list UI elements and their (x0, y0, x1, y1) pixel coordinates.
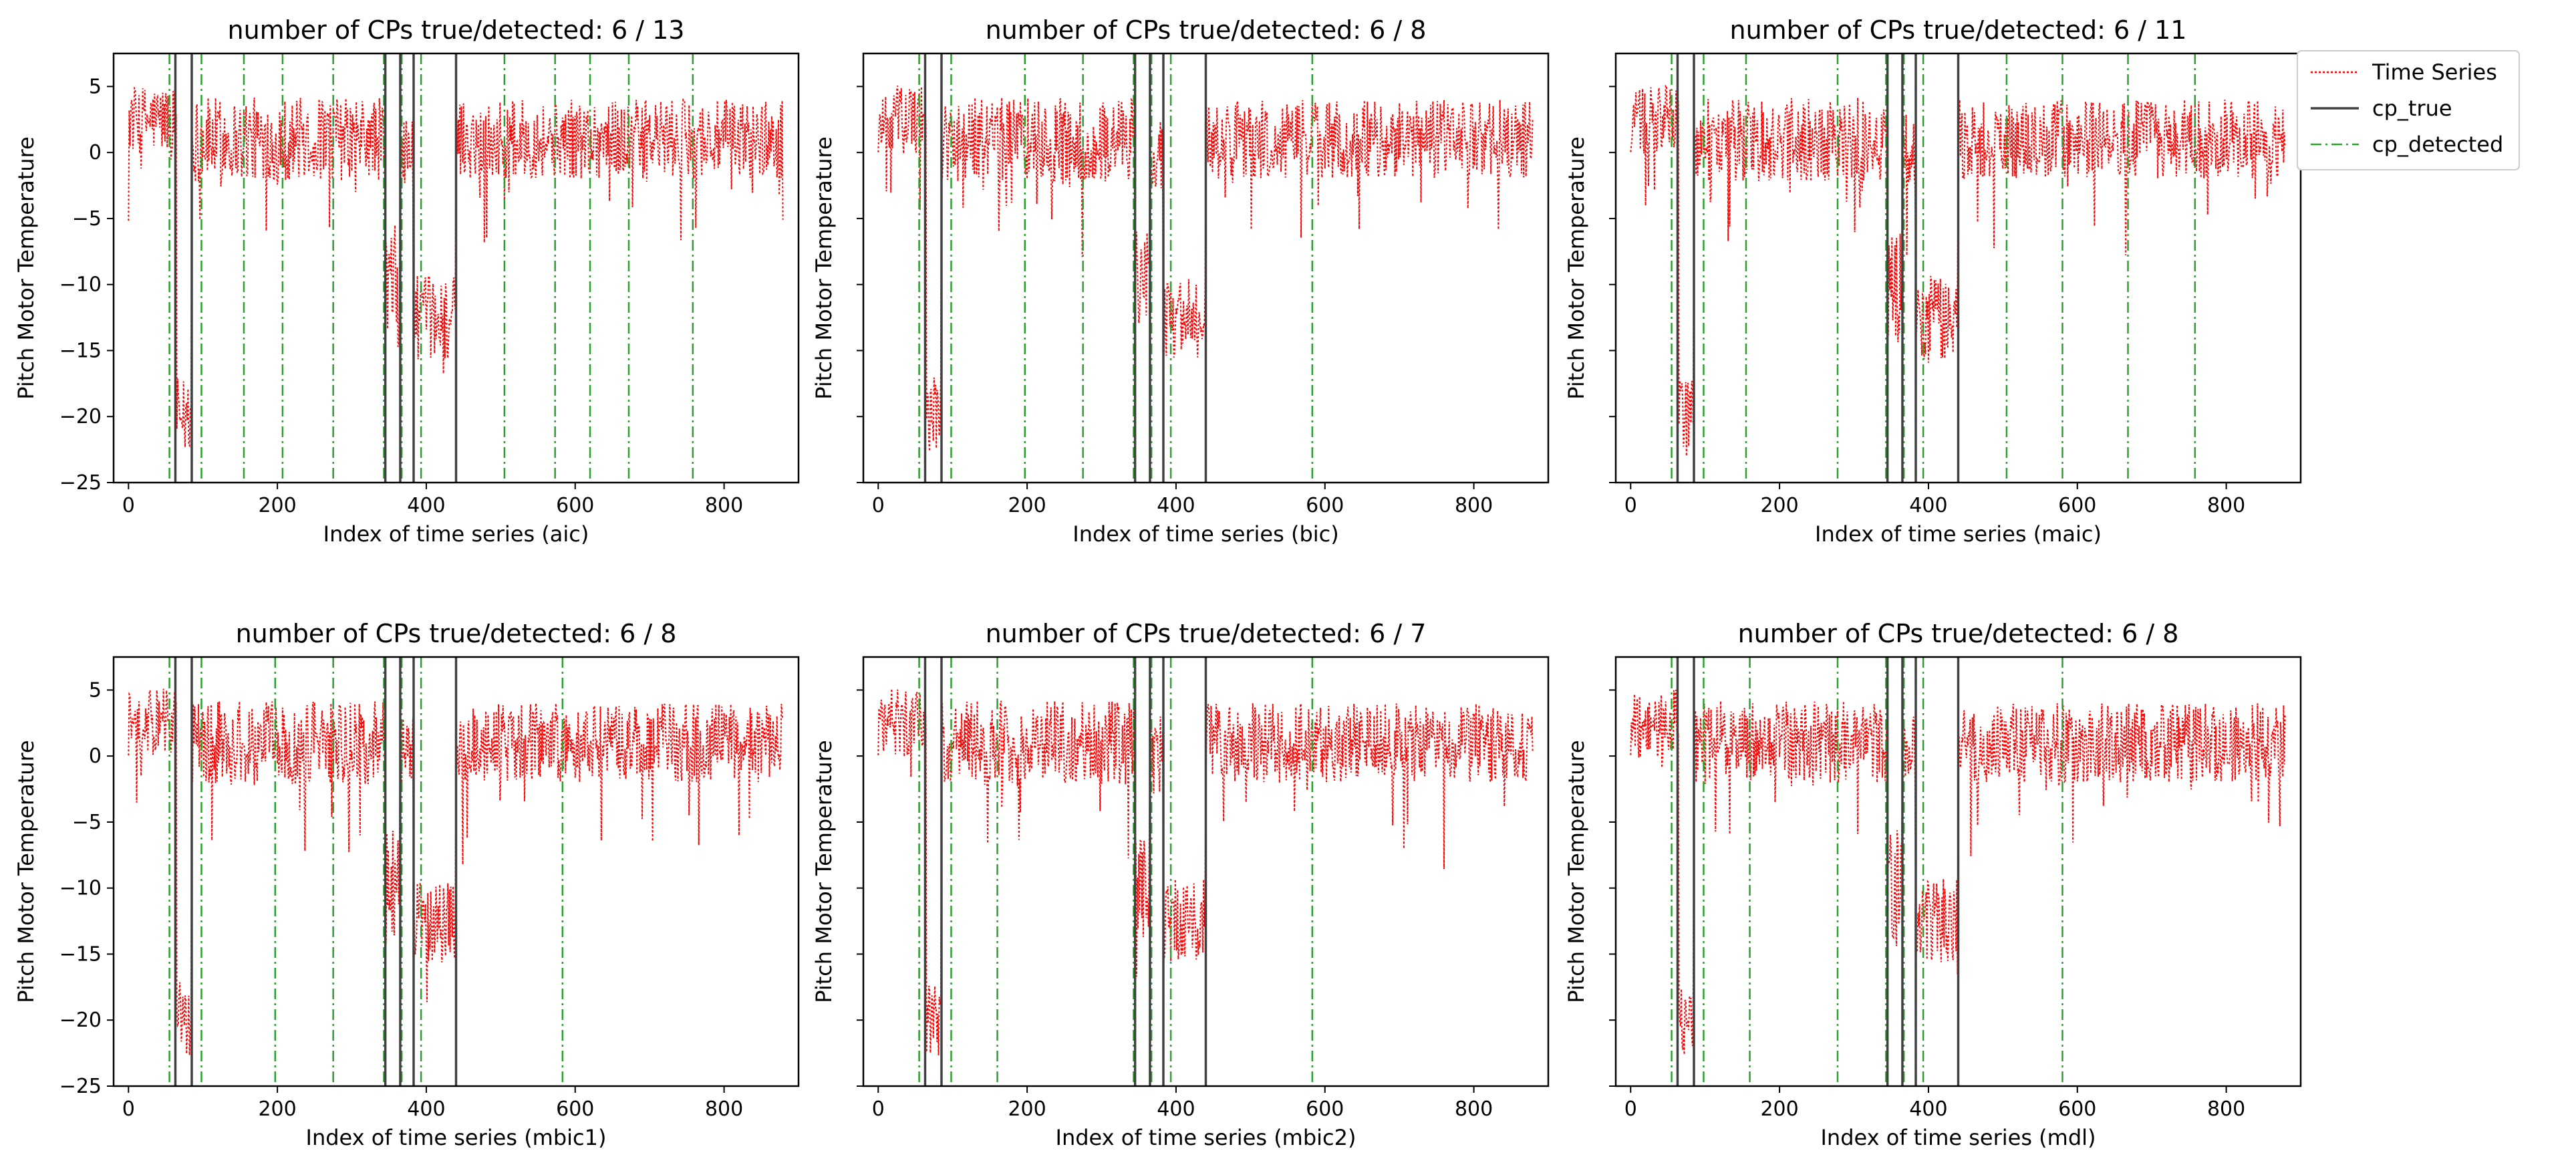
x-tick-label: 800 (705, 1097, 743, 1121)
subplot-2: 0 200 400 600 800 number of CPs true/detected… (811, 15, 1550, 547)
y-tick-label: 5 (89, 678, 102, 702)
legend-frame (2297, 50, 2520, 170)
x-tick-label: 0 (1624, 494, 1637, 517)
x-axis-label: Index of time series (mbic1) (306, 1125, 607, 1150)
time-series-line (128, 688, 784, 1055)
y-tick-label: −25 (59, 471, 102, 495)
legend-label: cp_true (2372, 96, 2452, 121)
x-tick-label: 200 (1008, 494, 1046, 517)
x-tick-label: 0 (872, 494, 885, 517)
y-axis-label: Pitch Motor Temperature (1564, 740, 1589, 1003)
subplot-title: number of CPs true/detected: 6 / 8 (1738, 619, 2179, 648)
x-tick-label: 600 (556, 494, 594, 517)
x-axis-label: Index of time series (aic) (323, 521, 589, 547)
y-tick-label: −20 (59, 405, 102, 428)
x-axis-label: Index of time series (bic) (1072, 521, 1338, 547)
y-axis-label: Pitch Motor Temperature (811, 136, 837, 399)
y-tick-label: −10 (59, 877, 102, 900)
y-tick-label: −5 (72, 207, 102, 231)
legend: Time Series cp_true cp_detected (2297, 50, 2520, 170)
y-tick-label: 0 (89, 141, 102, 164)
subplot-4: 0 200 400 600 800 5 0 −5 −10 −15 −20 −25 number of C… (13, 619, 800, 1150)
x-tick-label: 0 (872, 1097, 885, 1121)
legend-label: Time Series (2372, 59, 2497, 85)
x-tick-label: 200 (1760, 494, 1798, 517)
axes-frame (862, 656, 1550, 1087)
subplot-title: number of CPs true/detected: 6 / 13 (228, 15, 685, 45)
x-tick-label: 400 (1909, 1097, 1947, 1121)
y-axis-label: Pitch Motor Temperature (811, 740, 837, 1003)
axes-frame (112, 52, 800, 484)
x-tick-label: 600 (556, 1097, 594, 1121)
y-tick-label: −15 (59, 942, 102, 966)
x-tick-label: 800 (2207, 1097, 2245, 1121)
x-tick-label: 600 (2058, 494, 2096, 517)
x-tick-label: 800 (1455, 494, 1493, 517)
x-tick-label: 400 (407, 1097, 445, 1121)
y-axis-label: Pitch Motor Temperature (1564, 136, 1589, 399)
x-tick-label: 600 (1306, 494, 1344, 517)
x-axis-label: Index of time series (mbic2) (1056, 1125, 1356, 1150)
x-tick-label: 0 (1624, 1097, 1637, 1121)
axes-frame (112, 656, 800, 1087)
y-tick-label: −20 (59, 1009, 102, 1032)
x-tick-label: 800 (1455, 1097, 1493, 1121)
x-tick-label: 200 (1008, 1097, 1046, 1121)
x-tick-label: 200 (1760, 1097, 1798, 1121)
subplot-1: 0 200 400 600 800 5 0 −5 −10 −15 −20 −25 number of C… (13, 15, 800, 547)
x-tick-label: 0 (122, 494, 135, 517)
y-tick-label: −5 (72, 811, 102, 834)
subplot-title: number of CPs true/detected: 6 / 7 (986, 619, 1427, 648)
subplot-3: 0 200 400 600 800 number of CPs true/detected… (1564, 15, 2302, 547)
subplot-5: 0 200 400 600 800 number of CPs true/detected… (811, 619, 1550, 1150)
legend-label: cp_detected (2372, 132, 2503, 157)
subplot-title: number of CPs true/detected: 6 / 8 (986, 15, 1427, 45)
x-tick-label: 600 (2058, 1097, 2096, 1121)
y-tick-label: −15 (59, 339, 102, 362)
x-axis-label: Index of time series (mdl) (1820, 1125, 2096, 1150)
x-tick-label: 800 (705, 494, 743, 517)
x-axis-label: Index of time series (maic) (1815, 521, 2102, 547)
x-tick-label: 400 (1157, 494, 1195, 517)
axes-frame (862, 52, 1550, 484)
y-axis-label: Pitch Motor Temperature (13, 136, 39, 399)
subplot-title: number of CPs true/detected: 6 / 8 (236, 619, 677, 648)
time-series-line (877, 86, 1534, 452)
x-tick-label: 400 (407, 494, 445, 517)
y-tick-label: −10 (59, 273, 102, 297)
y-tick-label: −25 (59, 1075, 102, 1098)
y-tick-label: 5 (89, 75, 102, 98)
axes-frame (1614, 52, 2302, 484)
y-axis-label: Pitch Motor Temperature (13, 740, 39, 1003)
subplot-grid: 0 200 400 600 800 5 0 −5 −10 −15 −20 −25 number of C… (13, 15, 2302, 1150)
x-tick-label: 200 (258, 1097, 296, 1121)
x-tick-label: 800 (2207, 494, 2245, 517)
x-tick-label: 0 (122, 1097, 135, 1121)
subplot-title: number of CPs true/detected: 6 / 11 (1730, 15, 2187, 45)
x-tick-label: 400 (1157, 1097, 1195, 1121)
subplot-6: 0 200 400 600 800 number of CPs true/detected… (1564, 619, 2302, 1150)
axes-frame (1614, 656, 2302, 1087)
x-tick-label: 600 (1306, 1097, 1344, 1121)
y-tick-label: 0 (89, 745, 102, 768)
x-tick-label: 400 (1909, 494, 1947, 517)
x-tick-label: 200 (258, 494, 296, 517)
